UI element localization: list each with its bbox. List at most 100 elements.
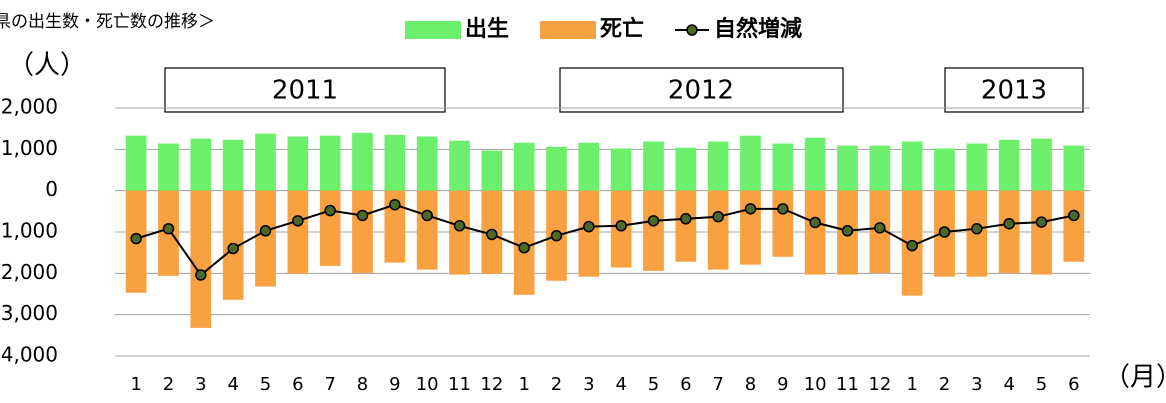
x-tick-label: 4 xyxy=(615,374,626,395)
bar xyxy=(740,135,761,191)
year-label: 2012 xyxy=(668,76,734,106)
marker xyxy=(1035,216,1048,228)
bar xyxy=(1063,190,1085,262)
x-tick-label: 3 xyxy=(971,374,982,395)
x-tick-label: 5 xyxy=(648,374,659,395)
marker xyxy=(680,213,692,225)
bar xyxy=(158,143,179,191)
year-box xyxy=(944,67,1084,113)
marker xyxy=(259,225,272,237)
marker xyxy=(518,241,530,254)
marker xyxy=(744,203,757,215)
bar xyxy=(449,140,470,191)
marker xyxy=(162,222,175,235)
x-tick-label: 7 xyxy=(712,374,723,395)
legend-swatch xyxy=(405,21,461,39)
bar xyxy=(901,141,923,191)
marker xyxy=(453,220,466,232)
bar xyxy=(578,190,600,277)
bar xyxy=(416,190,438,270)
bar xyxy=(384,190,406,263)
marker xyxy=(712,210,724,223)
bar xyxy=(287,190,309,274)
x-tick-label: 6 xyxy=(1068,374,1079,395)
x-tick-label: 2 xyxy=(551,374,562,395)
bar xyxy=(416,136,438,191)
marker xyxy=(292,215,304,227)
bar xyxy=(352,132,373,191)
bar xyxy=(1063,145,1085,191)
bar xyxy=(1031,190,1052,275)
bar xyxy=(740,190,761,265)
year-label: 2011 xyxy=(272,76,338,106)
x-tick-label: 1 xyxy=(518,374,529,395)
marker xyxy=(583,220,595,233)
bar xyxy=(384,134,406,191)
marker xyxy=(615,220,627,232)
bar xyxy=(1031,138,1052,191)
year-label: 2013 xyxy=(981,76,1047,106)
x-tick-label: 1 xyxy=(906,374,917,395)
x-tick-label: 12 xyxy=(480,374,503,395)
marker xyxy=(324,204,336,217)
legend-swatch xyxy=(540,21,596,39)
bar xyxy=(319,190,341,266)
bar xyxy=(707,190,729,270)
marker xyxy=(195,269,207,281)
bar xyxy=(643,190,664,271)
line xyxy=(135,203,1075,277)
marker xyxy=(421,209,433,222)
y-tick-label: 2,000 xyxy=(1,95,58,119)
legend-marker xyxy=(686,24,698,36)
marker xyxy=(1003,217,1015,230)
marker xyxy=(841,225,854,237)
bar xyxy=(222,139,244,191)
marker xyxy=(647,215,660,227)
bar xyxy=(255,190,276,287)
marker xyxy=(874,222,886,234)
y-tick-label: 1,000 xyxy=(1,136,58,160)
x-tick-label: 8 xyxy=(357,374,368,395)
bar xyxy=(255,133,276,191)
year-box xyxy=(164,67,446,113)
y-tick-label: -3,000 xyxy=(0,301,58,325)
x-tick-label: 2 xyxy=(163,374,174,395)
y-tick-label: -4,000 xyxy=(0,343,58,367)
marker xyxy=(938,226,951,238)
marker xyxy=(356,209,369,222)
x-tick-label: 2 xyxy=(939,374,950,395)
bar xyxy=(772,143,794,191)
bar xyxy=(610,148,632,191)
bar xyxy=(319,135,341,191)
y-axis-label: （人） xyxy=(8,51,86,81)
x-tick-label: 4 xyxy=(1003,374,1014,395)
x-tick-label: 5 xyxy=(1036,374,1047,395)
x-tick-label: 9 xyxy=(777,374,788,395)
bar xyxy=(772,190,794,257)
bar xyxy=(837,145,858,191)
bar xyxy=(934,148,955,191)
bar xyxy=(869,145,891,191)
legend-label: 自然増減 xyxy=(714,16,802,42)
bar xyxy=(675,147,697,191)
bar xyxy=(449,190,470,275)
x-axis-label: （月） xyxy=(1104,363,1166,393)
x-tick-label: 3 xyxy=(583,374,594,395)
marker xyxy=(130,232,142,245)
chart-title: 県の出生数・死亡数の推移＞ xyxy=(0,12,215,32)
bar xyxy=(190,138,212,191)
x-tick-label: 11 xyxy=(836,374,859,395)
x-tick-label: 5 xyxy=(260,374,271,395)
x-tick-label: 8 xyxy=(745,374,756,395)
year-box xyxy=(559,67,844,113)
marker xyxy=(906,239,918,252)
x-tick-label: 9 xyxy=(389,374,400,395)
y-tick-label: -1,000 xyxy=(0,219,58,243)
bar xyxy=(190,190,212,328)
bar xyxy=(352,190,373,273)
bar xyxy=(804,190,826,275)
marker xyxy=(389,198,401,211)
bar xyxy=(707,141,729,191)
x-tick-label: 1 xyxy=(130,374,141,395)
bar xyxy=(125,135,147,191)
